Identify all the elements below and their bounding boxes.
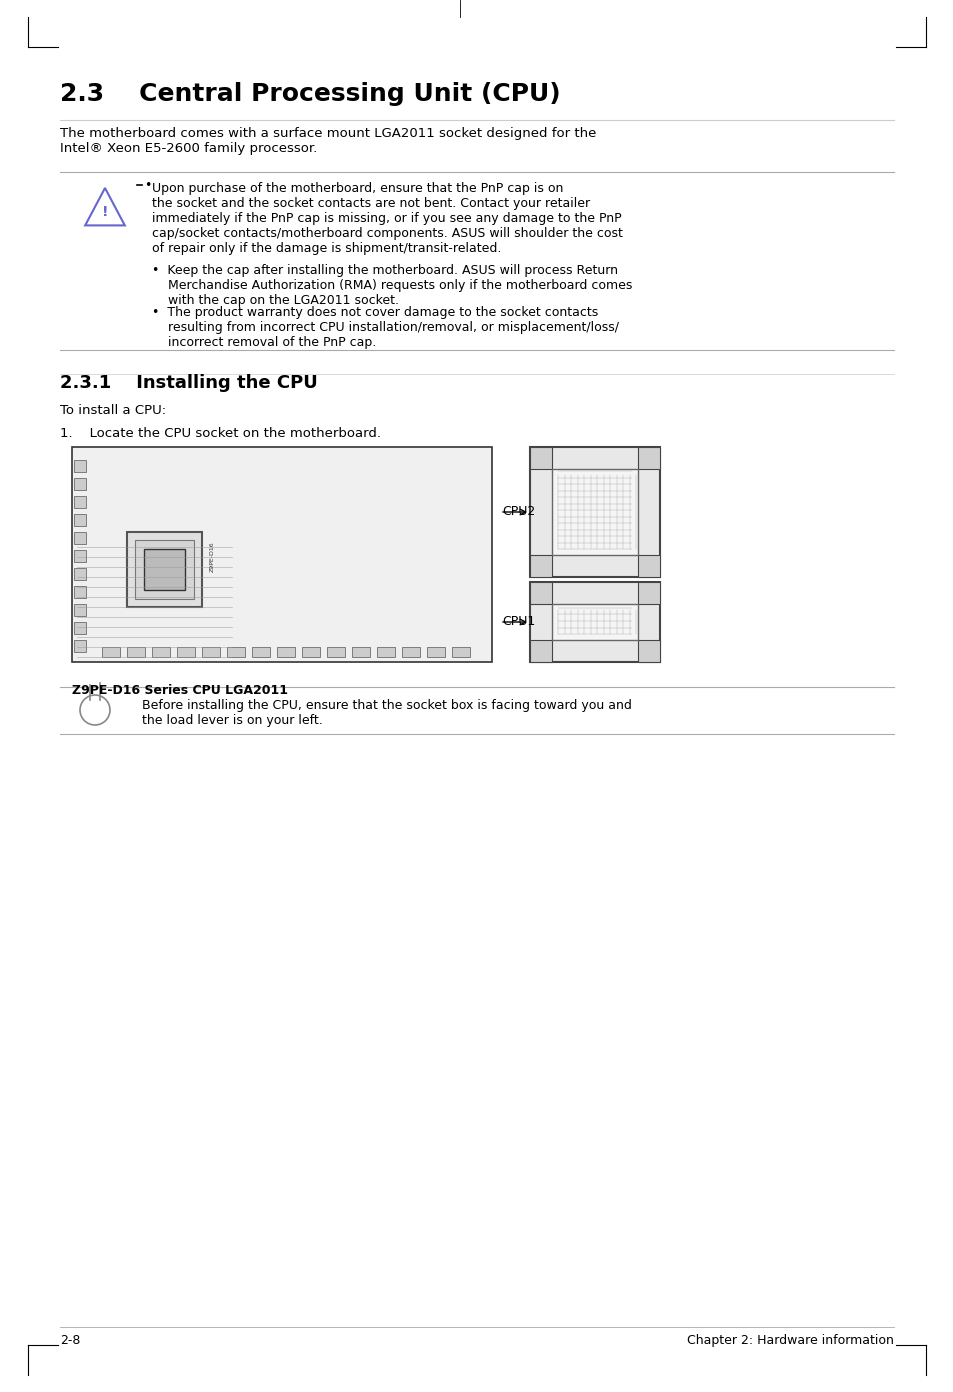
Text: Chapter 2: Hardware information: Chapter 2: Hardware information [686,1334,893,1347]
Text: CPU2: CPU2 [501,505,535,518]
Text: •  Keep the cap after installing the motherboard. ASUS will process Return
    M: • Keep the cap after installing the moth… [152,264,632,308]
FancyBboxPatch shape [74,477,86,490]
FancyBboxPatch shape [74,459,86,472]
FancyBboxPatch shape [74,622,86,633]
Text: Upon purchase of the motherboard, ensure that the PnP cap is on
the socket and t: Upon purchase of the motherboard, ensure… [152,182,622,255]
FancyBboxPatch shape [638,582,659,604]
FancyBboxPatch shape [530,555,552,578]
FancyBboxPatch shape [102,647,120,657]
FancyBboxPatch shape [327,647,345,657]
FancyBboxPatch shape [552,604,638,640]
FancyBboxPatch shape [401,647,419,657]
Text: 1.    Locate the CPU socket on the motherboard.: 1. Locate the CPU socket on the motherbo… [60,427,380,440]
Text: Before installing the CPU, ensure that the socket box is facing toward you and
t: Before installing the CPU, ensure that t… [142,699,631,727]
FancyBboxPatch shape [638,447,659,469]
FancyBboxPatch shape [302,647,319,657]
Text: 2.3.1    Installing the CPU: 2.3.1 Installing the CPU [60,374,317,393]
FancyBboxPatch shape [552,469,638,555]
FancyBboxPatch shape [177,647,194,657]
Text: •  The product warranty does not cover damage to the socket contacts
    resulti: • The product warranty does not cover da… [152,306,618,349]
FancyBboxPatch shape [638,640,659,663]
FancyBboxPatch shape [530,582,659,663]
FancyBboxPatch shape [74,568,86,580]
Text: •: • [144,178,152,192]
FancyBboxPatch shape [74,532,86,544]
Text: Z9PE-D16: Z9PE-D16 [210,541,214,572]
Text: !: ! [102,205,108,219]
FancyBboxPatch shape [74,604,86,617]
Text: Z9PE-D16 Series CPU LGA2011: Z9PE-D16 Series CPU LGA2011 [71,683,288,697]
FancyBboxPatch shape [276,647,294,657]
FancyBboxPatch shape [74,640,86,651]
FancyBboxPatch shape [530,447,552,469]
FancyBboxPatch shape [127,532,202,607]
FancyBboxPatch shape [74,550,86,562]
FancyBboxPatch shape [530,640,552,663]
FancyBboxPatch shape [427,647,444,657]
FancyBboxPatch shape [127,647,145,657]
FancyBboxPatch shape [376,647,395,657]
FancyBboxPatch shape [144,548,185,590]
FancyBboxPatch shape [638,555,659,578]
FancyBboxPatch shape [530,447,659,578]
Text: CPU1: CPU1 [501,615,535,628]
FancyBboxPatch shape [530,582,552,604]
FancyBboxPatch shape [71,447,492,663]
FancyBboxPatch shape [74,496,86,508]
FancyBboxPatch shape [74,514,86,526]
FancyBboxPatch shape [352,647,370,657]
Text: 2-8: 2-8 [60,1334,80,1347]
FancyBboxPatch shape [135,540,193,599]
Text: To install a CPU:: To install a CPU: [60,404,166,418]
Text: The motherboard comes with a surface mount LGA2011 socket designed for the
Intel: The motherboard comes with a surface mou… [60,127,596,155]
FancyBboxPatch shape [152,647,170,657]
FancyBboxPatch shape [74,586,86,599]
FancyBboxPatch shape [202,647,220,657]
FancyBboxPatch shape [252,647,270,657]
Text: 2.3    Central Processing Unit (CPU): 2.3 Central Processing Unit (CPU) [60,82,560,106]
FancyBboxPatch shape [227,647,245,657]
FancyBboxPatch shape [452,647,470,657]
